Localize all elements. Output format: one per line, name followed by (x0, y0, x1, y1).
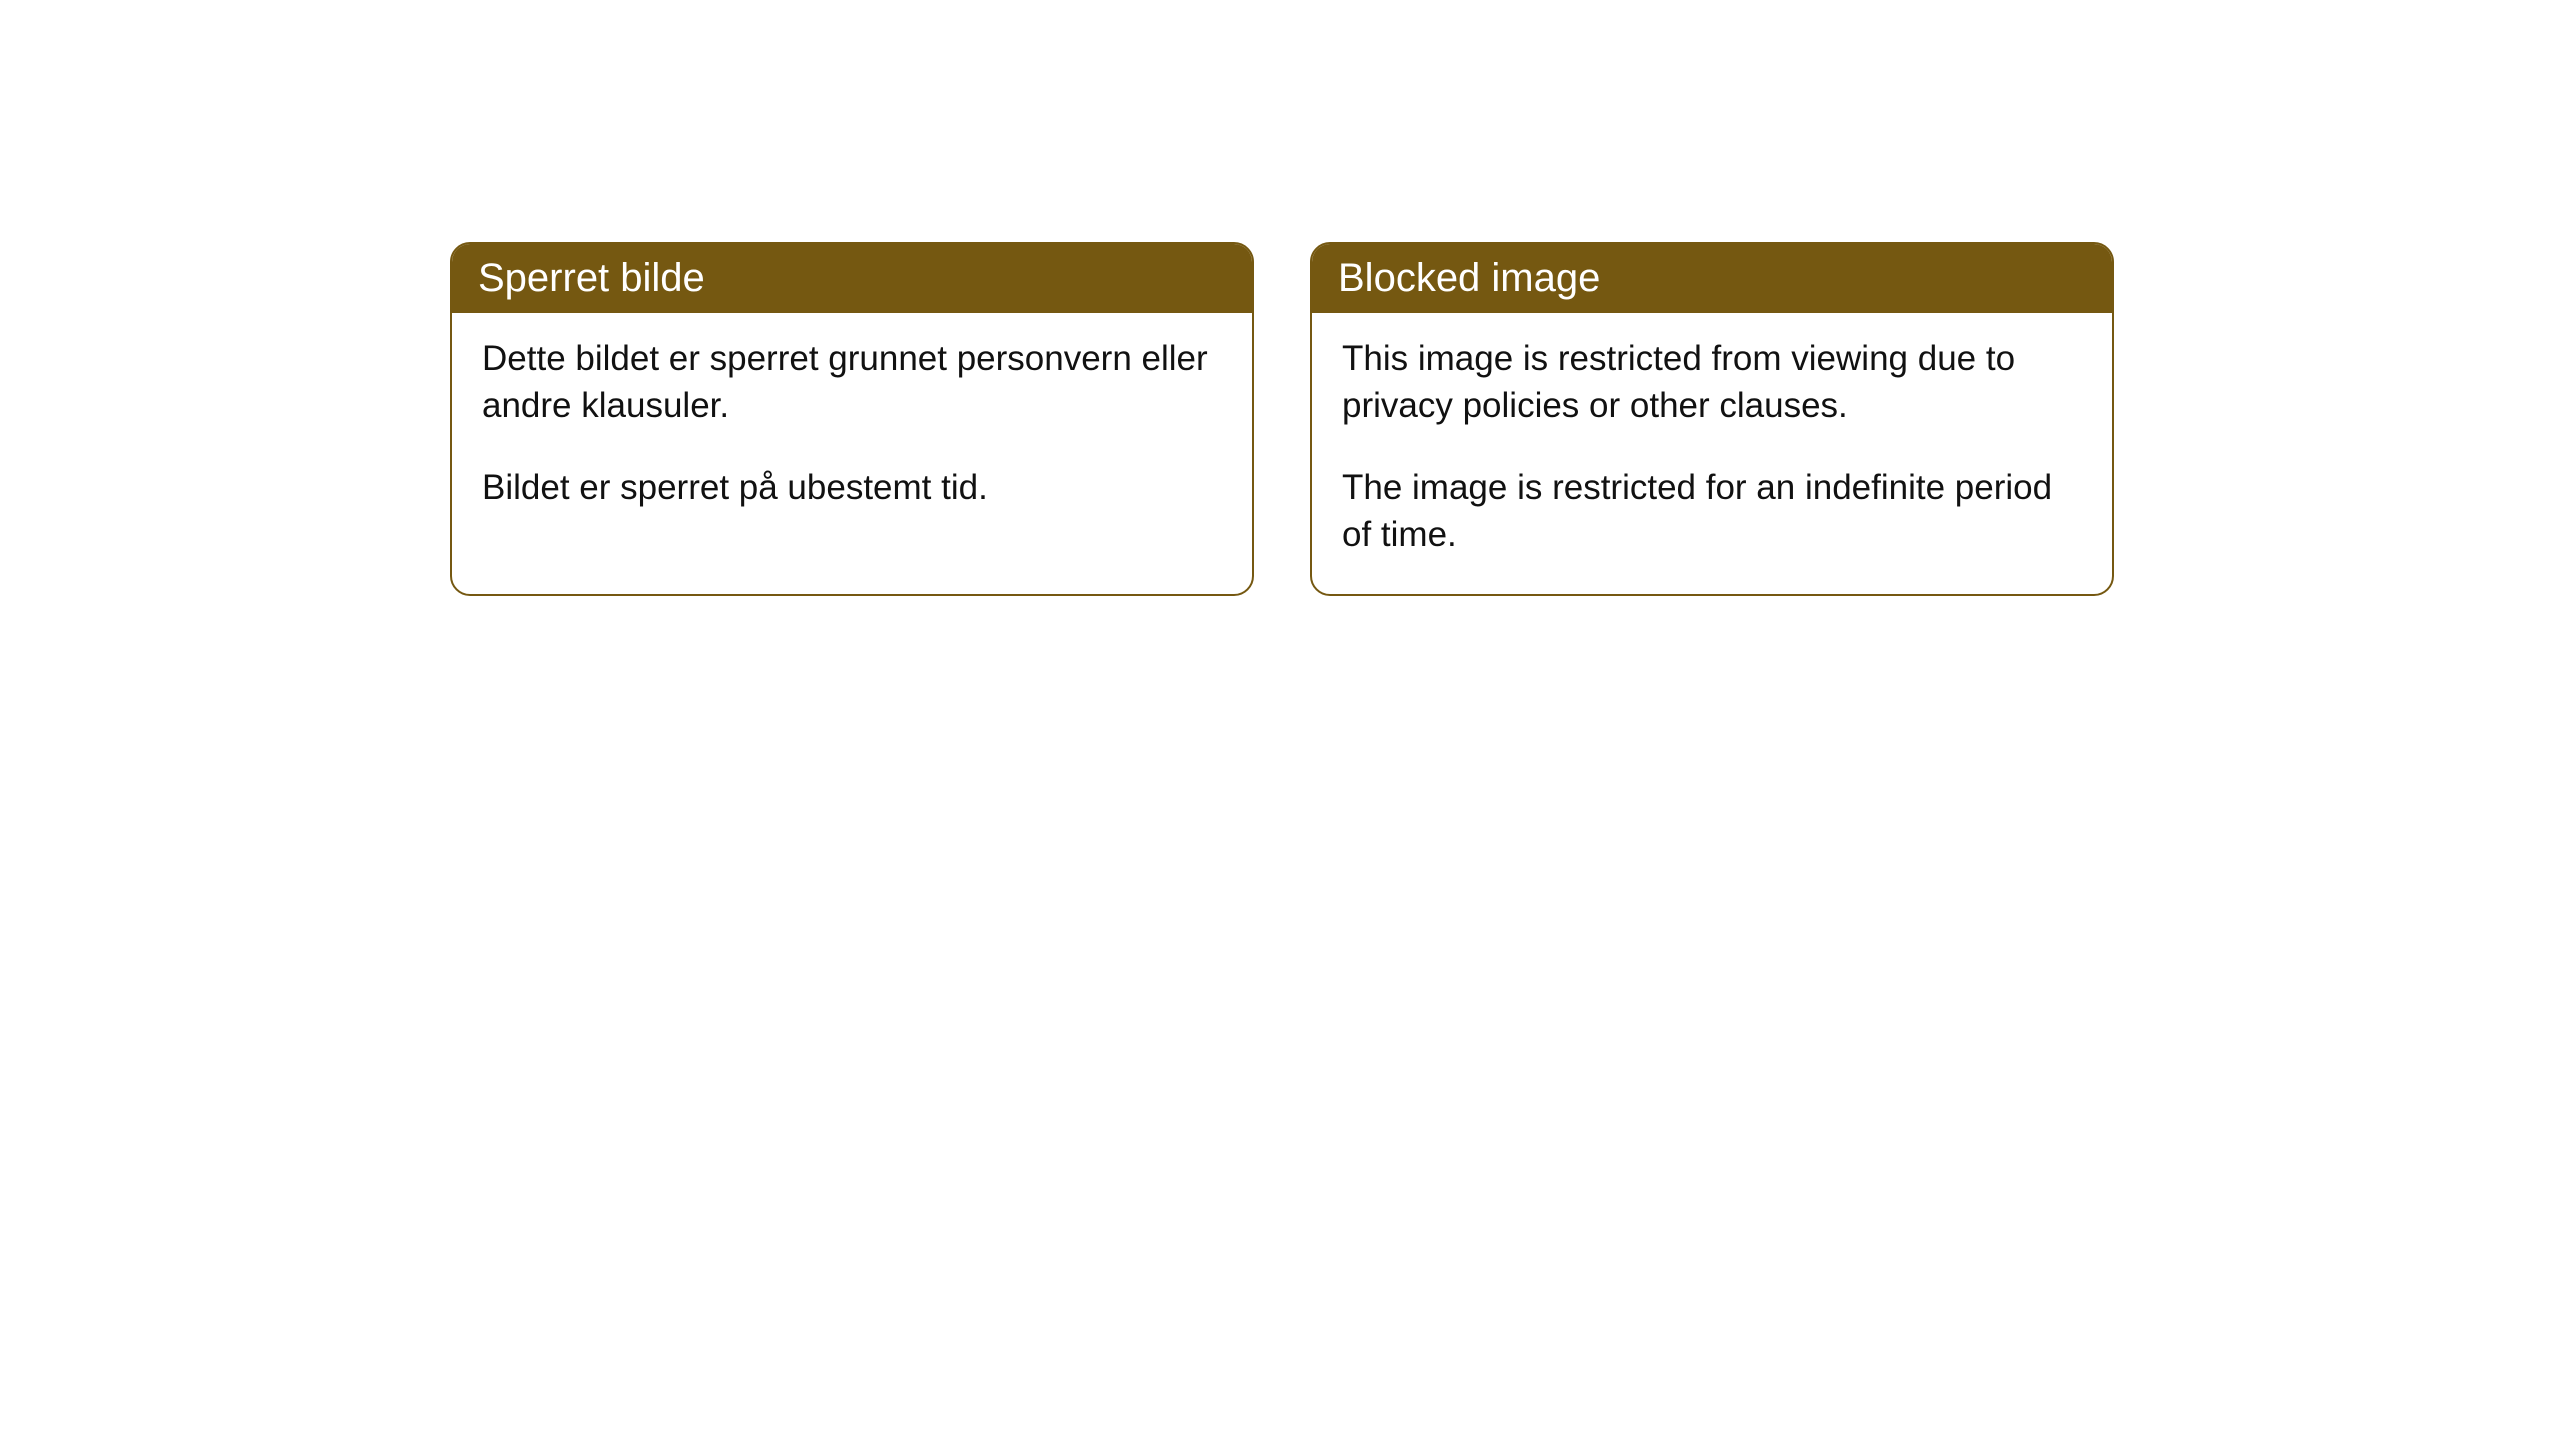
notice-body-norwegian: Dette bildet er sperret grunnet personve… (452, 313, 1252, 547)
notice-paragraph: Dette bildet er sperret grunnet personve… (482, 335, 1222, 430)
notice-title: Blocked image (1338, 256, 1600, 300)
notice-card-norwegian: Sperret bilde Dette bildet er sperret gr… (450, 242, 1254, 596)
notice-card-english: Blocked image This image is restricted f… (1310, 242, 2114, 596)
notice-paragraph: Bildet er sperret på ubestemt tid. (482, 464, 1222, 511)
notice-body-english: This image is restricted from viewing du… (1312, 313, 2112, 594)
notice-paragraph: The image is restricted for an indefinit… (1342, 464, 2082, 559)
notice-paragraph: This image is restricted from viewing du… (1342, 335, 2082, 430)
notice-header-english: Blocked image (1312, 244, 2112, 313)
notice-header-norwegian: Sperret bilde (452, 244, 1252, 313)
notice-title: Sperret bilde (478, 256, 705, 300)
notice-container: Sperret bilde Dette bildet er sperret gr… (0, 0, 2560, 596)
